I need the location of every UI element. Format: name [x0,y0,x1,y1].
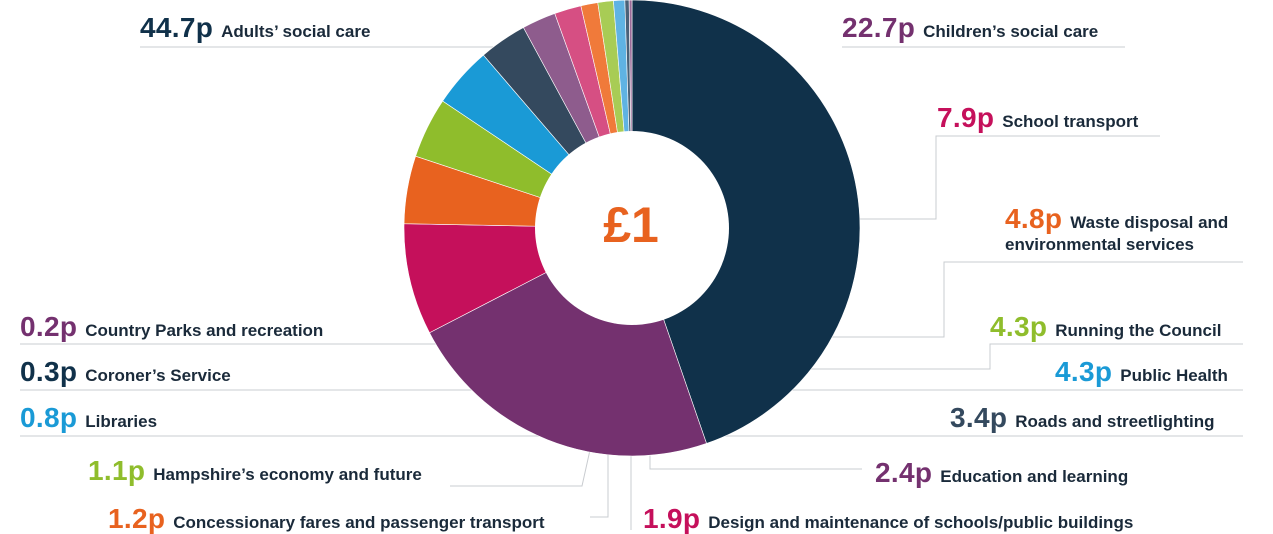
slice-name: Hampshire’s economy and future [153,465,422,484]
slice-name: Public Health [1120,366,1228,385]
slice-name: Country Parks and recreation [85,321,324,340]
slice-value: 4.8p [1005,203,1063,234]
slice-adults-social-care [631,0,861,444]
slice-label-waste-disposal-line2: environmental services [1005,236,1194,254]
slice-label-waste-disposal: 4.8p Waste disposal and [1005,205,1228,233]
slice-name: Concessionary fares and passenger transp… [173,513,545,532]
slice-name: Coroner’s Service [85,366,231,385]
slice-label-hampshires-economy: 1.1p Hampshire’s economy and future [88,457,422,485]
slice-label-adults-social-care: 44.7p Adults’ social care [140,14,370,42]
slice-name: Running the Council [1055,321,1222,340]
slice-value: 0.8p [20,402,78,433]
slice-name: Roads and streetlighting [1015,412,1215,431]
slice-value: 7.9p [937,102,995,133]
slice-value: 4.3p [1055,356,1113,387]
slice-name: Libraries [85,412,158,431]
leader-line [842,135,1160,220]
slice-value: 0.3p [20,356,78,387]
slice-value: 4.3p [990,311,1048,342]
slice-label-public-health: 4.3p Public Health [1055,358,1228,386]
leader-line [450,449,591,487]
slice-label-coroners-service: 0.3p Coroner’s Service [20,358,231,386]
slice-name: Children’s social care [923,22,1099,41]
slice-name-line2: environmental services [1005,235,1194,254]
slice-value: 2.4p [875,457,933,488]
center-label: £1 [603,197,659,253]
slice-label-country-parks: 0.2p Country Parks and recreation [20,313,323,341]
slice-name: Design and maintenance of schools/public… [708,513,1134,532]
slice-value: 3.4p [950,402,1008,433]
leader-line [790,343,1243,370]
slice-value: 22.7p [842,12,916,43]
leader-line [818,261,1243,338]
slice-label-libraries: 0.8p Libraries [20,404,157,432]
donut-hole [535,131,729,325]
slice-value: 44.7p [140,12,214,43]
slice-value: 0.2p [20,311,78,342]
slice-label-education-and-learning: 2.4p Education and learning [875,459,1128,487]
leader-line [20,435,571,444]
slice-label-childrens-social-care: 22.7p Children’s social care [842,14,1098,42]
leader-line [649,450,862,470]
slice-label-design-and-maintenance: 1.9p Design and maintenance of schools/pu… [643,505,1133,533]
slice-label-roads-and-streetlighting: 3.4p Roads and streetlighting [950,404,1215,432]
slice-value: 1.9p [643,503,701,534]
leader-line [590,450,609,518]
slice-value: 1.2p [108,503,166,534]
slice-value: 1.1p [88,455,146,486]
slice-name: Adults’ social care [221,22,371,41]
slice-name: Education and learning [940,467,1129,486]
slice-label-school-transport: 7.9p School transport [937,104,1138,132]
slice-name-line1: Waste disposal and [1070,213,1229,232]
slice-label-concessionary-fares: 1.2p Concessionary fares and passenger tr… [108,505,545,533]
slice-label-running-the-council: 4.3p Running the Council [990,313,1221,341]
slice-name: School transport [1002,112,1139,131]
